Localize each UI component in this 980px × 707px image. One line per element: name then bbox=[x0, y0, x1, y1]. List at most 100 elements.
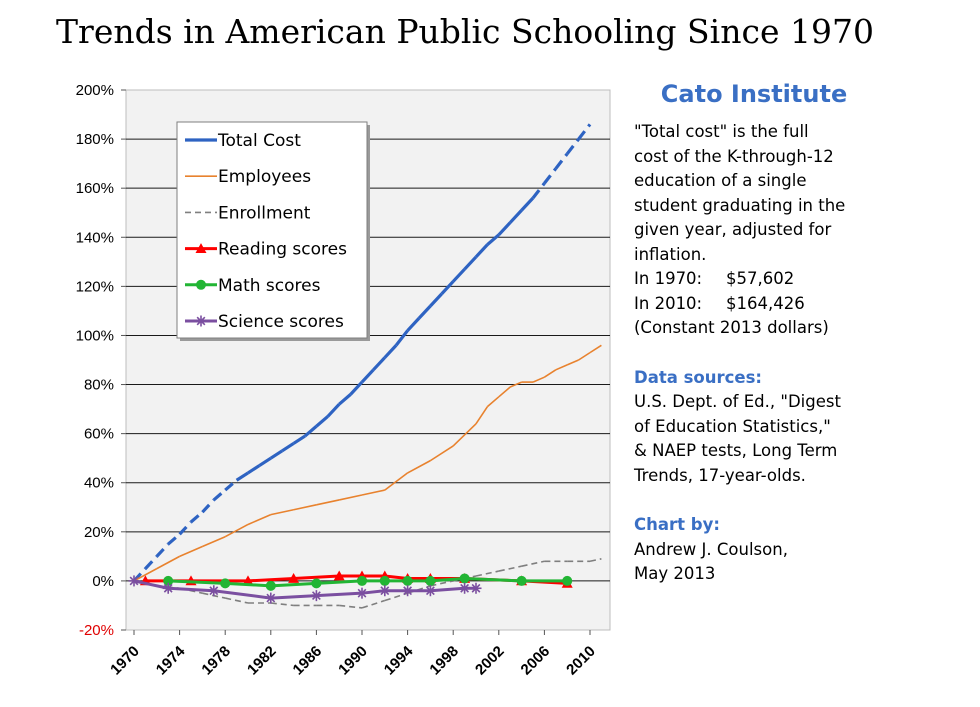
series-segment bbox=[360, 368, 375, 384]
chartby: Andrew J. Coulson, May 2013 bbox=[634, 538, 934, 587]
series-segment bbox=[372, 356, 386, 371]
series-employees bbox=[133, 344, 602, 582]
series-layer bbox=[128, 123, 602, 609]
series-segment bbox=[565, 138, 580, 155]
series-segment bbox=[213, 589, 271, 600]
x-tick-label: 2010 bbox=[563, 643, 599, 679]
x-tick-label: 1998 bbox=[426, 643, 462, 679]
series-segment bbox=[430, 586, 465, 593]
series-segment bbox=[316, 579, 363, 585]
series-segment bbox=[202, 535, 226, 548]
sources-heading: Data sources: bbox=[634, 367, 763, 387]
organization-name: Cato Institute bbox=[660, 80, 848, 108]
data-point bbox=[163, 575, 174, 586]
series-segment bbox=[155, 543, 170, 558]
y-tick-label: 140% bbox=[76, 229, 114, 246]
series-segment bbox=[292, 434, 306, 445]
series-segment bbox=[224, 479, 238, 492]
series-segment bbox=[270, 594, 317, 600]
sources-line: Trends, 17-year-olds. bbox=[634, 465, 806, 485]
x-tick-label: 1974 bbox=[153, 642, 189, 678]
series-segment bbox=[270, 602, 294, 607]
data-point bbox=[424, 585, 436, 597]
sources-line: U.S. Dept. of Ed., "Digest bbox=[634, 392, 841, 411]
data-point bbox=[128, 575, 140, 587]
y-tick-label: 40% bbox=[84, 475, 114, 492]
description: "Total cost" is the full cost of the K-t… bbox=[634, 120, 934, 341]
x-tick-label: 1970 bbox=[107, 643, 143, 679]
series-segment bbox=[133, 567, 158, 582]
series-segment bbox=[394, 329, 409, 347]
data-point bbox=[265, 592, 277, 604]
sources-line: & NAEP tests, Long Term bbox=[634, 441, 838, 460]
data-point bbox=[379, 585, 391, 597]
series-segment bbox=[168, 586, 214, 593]
chartby-line: May 2013 bbox=[634, 564, 716, 583]
series-segment bbox=[555, 364, 568, 371]
series-segment bbox=[247, 576, 294, 583]
series-segment bbox=[589, 344, 602, 354]
series-segment bbox=[430, 580, 454, 587]
data-point bbox=[333, 570, 345, 581]
y-tick-label: 80% bbox=[84, 377, 114, 394]
series-segment bbox=[417, 304, 432, 320]
series-segment bbox=[429, 292, 443, 308]
series-segment bbox=[531, 182, 546, 199]
series-segment bbox=[293, 574, 340, 580]
series-segment bbox=[224, 523, 249, 538]
description-line: education of a single bbox=[634, 171, 807, 190]
series-segment bbox=[452, 423, 477, 447]
series-segment bbox=[589, 558, 602, 563]
series-segment bbox=[383, 344, 398, 359]
series-segment bbox=[509, 381, 522, 388]
sources-line: of Education Statistics," bbox=[634, 416, 831, 436]
x-tick-label: 2002 bbox=[472, 643, 508, 679]
series-segment bbox=[316, 591, 363, 598]
data-point bbox=[459, 582, 471, 594]
series-math-scores bbox=[163, 573, 573, 591]
series-segment bbox=[577, 123, 592, 141]
series-segment bbox=[235, 471, 249, 482]
series-segment bbox=[156, 555, 180, 570]
series-segment bbox=[349, 381, 364, 396]
series-segment bbox=[463, 255, 478, 271]
chartby-line: Andrew J. Coulson, bbox=[634, 539, 788, 559]
amount-2010: In 2010: $164,426 bbox=[634, 292, 934, 317]
description-line: inflation. bbox=[634, 244, 707, 264]
series-segment bbox=[521, 560, 545, 567]
series-segment bbox=[315, 415, 329, 428]
series-segment bbox=[303, 425, 318, 438]
series-segment bbox=[144, 555, 158, 570]
legend-entry: Total Cost bbox=[217, 131, 301, 151]
description-line: "Total cost" is the full bbox=[634, 122, 809, 141]
y-tick-label: 200% bbox=[76, 82, 114, 99]
x-axis: 1970 1974 1978 1982 1986 1990 1994 1998 2002 2006… bbox=[107, 630, 599, 678]
series-segment bbox=[201, 498, 215, 514]
legend-entry: Science scores bbox=[218, 312, 344, 332]
legend-entry: Employees bbox=[218, 167, 311, 187]
series-segment bbox=[168, 579, 226, 585]
series-segment bbox=[543, 369, 557, 378]
y-axis: -20% 0% 20% 40% 60% 80% 100% 120% 140% 160% 180% 20… bbox=[76, 82, 126, 639]
legend-entry: Enrollment bbox=[218, 203, 311, 223]
data-point bbox=[220, 578, 231, 589]
series-segment bbox=[532, 376, 545, 383]
data-point bbox=[379, 575, 390, 586]
amount-2010-value: $164,426 bbox=[726, 293, 805, 313]
series-segment bbox=[464, 576, 522, 583]
data-point bbox=[357, 575, 367, 586]
series-segment bbox=[452, 268, 466, 283]
series-segment bbox=[247, 464, 261, 475]
series-segment bbox=[384, 592, 408, 602]
series-segment bbox=[578, 351, 591, 361]
x-tick-label: 1978 bbox=[198, 643, 234, 679]
data-point bbox=[162, 582, 174, 594]
series-segment bbox=[316, 499, 340, 506]
data-point bbox=[288, 572, 300, 583]
y-tick-label: 20% bbox=[84, 524, 114, 541]
series-segment bbox=[339, 494, 363, 501]
series-segment bbox=[474, 243, 489, 258]
data-point bbox=[425, 575, 436, 586]
data-point bbox=[459, 573, 470, 584]
series-segment bbox=[270, 581, 317, 588]
